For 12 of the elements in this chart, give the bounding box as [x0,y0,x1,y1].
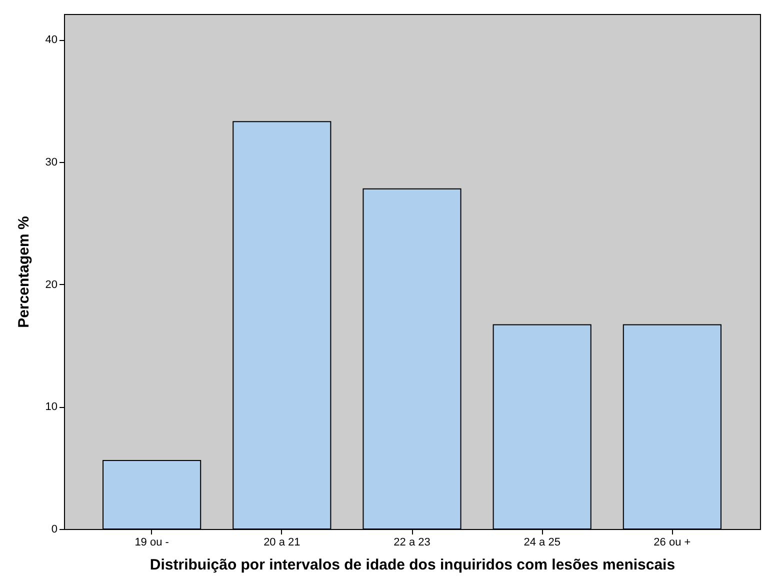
x-axis-title: Distribuição por intervalos de idade dos inquiridos com lesões meniscais [150,556,676,574]
x-tick-label: 19 ou - [134,536,170,548]
y-tick-label: 20 [45,278,58,291]
x-tick-label: 24 a 25 [524,536,560,548]
y-tick-label: 40 [45,34,58,46]
x-tick-label: 26 ou + [654,536,691,548]
y-tick-label: 10 [45,401,58,414]
y-axis-title: Percentagem % [15,216,32,328]
y-tick-label: 0 [51,524,58,536]
x-tick-label: 20 a 21 [264,536,300,548]
x-tick-label: 22 a 23 [394,536,430,548]
y-tick-label: 30 [45,156,58,169]
